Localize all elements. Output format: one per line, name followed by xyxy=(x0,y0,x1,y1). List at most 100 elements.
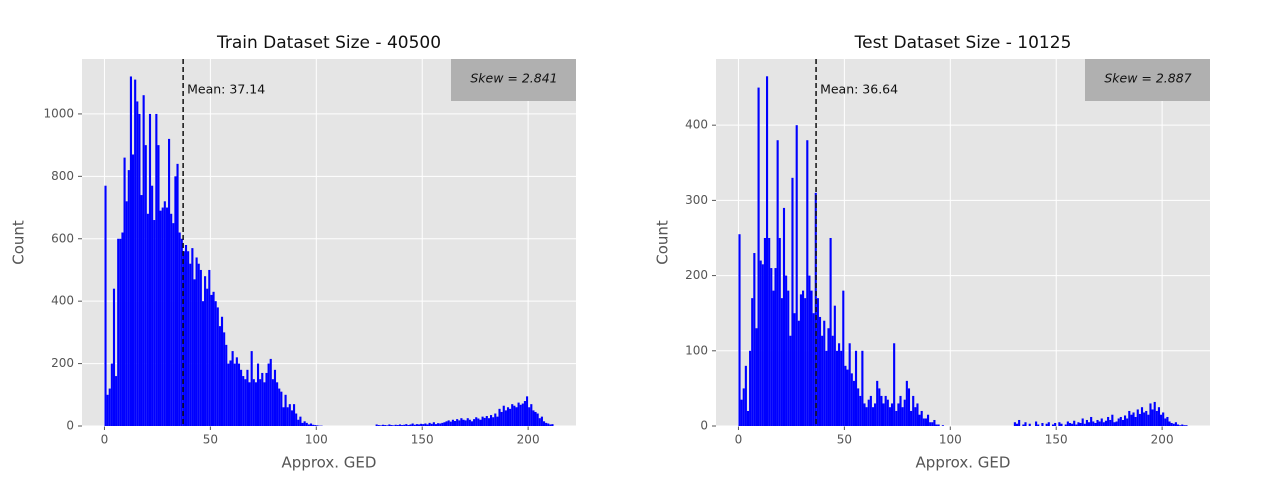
bar xyxy=(386,425,388,426)
x-axis-label: Approx. GED xyxy=(282,454,377,472)
bar xyxy=(492,417,494,426)
bar xyxy=(1092,421,1094,426)
skew-label: Skew = 2.841 xyxy=(470,71,557,86)
bar xyxy=(204,276,206,426)
bar xyxy=(412,424,414,426)
bar xyxy=(151,186,153,426)
y-tick-label: 200 xyxy=(685,268,708,282)
bar xyxy=(819,317,821,426)
bar xyxy=(475,417,477,426)
bar xyxy=(813,313,815,426)
mean-label: Mean: 37.14 xyxy=(187,82,265,97)
bar xyxy=(130,76,132,426)
y-tick-label: 400 xyxy=(51,294,74,308)
bar xyxy=(878,388,880,426)
bar xyxy=(295,414,297,426)
bar xyxy=(140,195,142,426)
bar xyxy=(906,381,908,426)
bar xyxy=(138,114,140,426)
bar xyxy=(1101,418,1103,426)
bar xyxy=(766,76,768,426)
bar xyxy=(268,364,270,426)
bar xyxy=(1168,421,1170,426)
bar xyxy=(172,223,174,426)
bar xyxy=(422,424,424,426)
bar xyxy=(1113,422,1115,426)
bar xyxy=(134,80,136,426)
bar xyxy=(925,418,927,426)
bar xyxy=(1143,412,1145,426)
bar xyxy=(187,251,189,426)
bar xyxy=(479,420,481,426)
bar xyxy=(496,417,498,426)
bar xyxy=(938,424,940,426)
bar xyxy=(174,176,176,426)
bar xyxy=(416,424,418,426)
bar xyxy=(804,298,806,426)
bar xyxy=(414,425,416,426)
skew-label: Skew = 2.887 xyxy=(1104,71,1191,86)
bar xyxy=(1166,417,1168,426)
bar xyxy=(929,422,931,426)
bar xyxy=(1171,423,1173,426)
bar xyxy=(1029,424,1031,426)
x-tick-label: 0 xyxy=(101,433,109,447)
bar xyxy=(1054,423,1056,426)
bar xyxy=(1084,424,1086,426)
bar xyxy=(1099,421,1101,426)
bar xyxy=(1035,421,1037,426)
y-tick-label: 300 xyxy=(685,193,708,207)
bar xyxy=(234,364,236,426)
bar xyxy=(424,424,426,426)
y-tick-label: 100 xyxy=(685,343,708,357)
bar xyxy=(931,422,933,426)
bar xyxy=(785,276,787,426)
bar xyxy=(530,404,532,426)
bar xyxy=(278,389,280,426)
bar xyxy=(893,343,895,426)
bar xyxy=(1090,417,1092,426)
bar xyxy=(1058,422,1060,426)
bar xyxy=(796,125,798,426)
bar xyxy=(115,376,117,426)
bar xyxy=(1082,418,1084,426)
bar xyxy=(462,420,464,426)
bar xyxy=(488,418,490,426)
bar xyxy=(435,424,437,426)
bar xyxy=(853,381,855,426)
bar xyxy=(217,307,219,426)
x-tick-label: 100 xyxy=(939,433,962,447)
bar xyxy=(844,366,846,426)
bar xyxy=(119,239,121,426)
bar xyxy=(229,360,231,426)
bar xyxy=(388,424,390,426)
bar xyxy=(176,164,178,426)
bar xyxy=(166,208,168,426)
bar xyxy=(1022,424,1024,426)
bar xyxy=(314,425,316,426)
bar xyxy=(215,301,217,426)
bar xyxy=(310,424,312,426)
bar xyxy=(1145,411,1147,426)
bar xyxy=(872,407,874,426)
bar xyxy=(802,291,804,426)
bar xyxy=(762,264,764,426)
bar xyxy=(1060,424,1062,426)
bar xyxy=(787,291,789,426)
bar xyxy=(111,364,113,426)
bar xyxy=(526,396,528,426)
bar xyxy=(866,407,868,426)
bar xyxy=(223,332,225,426)
bar xyxy=(537,414,539,426)
bar xyxy=(1018,420,1020,426)
bar xyxy=(876,381,878,426)
bar xyxy=(870,396,872,426)
bar xyxy=(443,422,445,426)
bar xyxy=(280,392,282,426)
bar xyxy=(452,420,454,426)
bar xyxy=(743,388,745,426)
bar xyxy=(868,400,870,426)
bar xyxy=(132,154,134,426)
bar xyxy=(274,370,276,426)
